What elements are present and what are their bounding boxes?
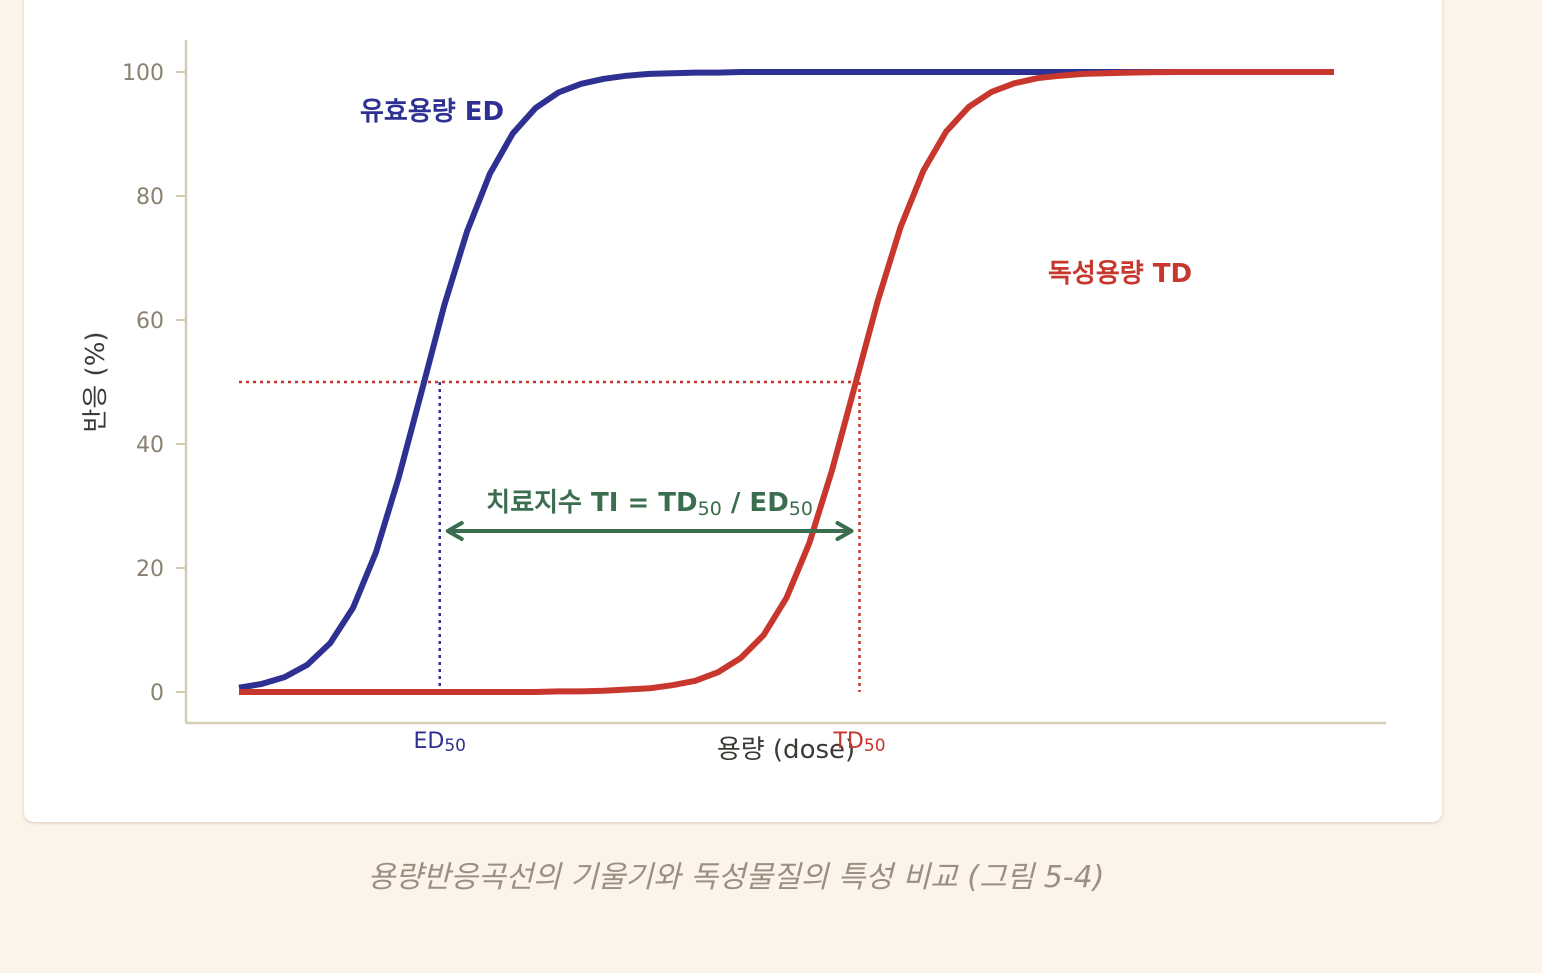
- y-tick-label: 20: [136, 557, 164, 582]
- ti-arrow-left-head: [445, 521, 464, 541]
- ti-label: 치료지수 TI = TD50 / ED50: [486, 488, 813, 520]
- axes: [184, 40, 1386, 725]
- dose-response-chart: 0 20 40 60 80 100 반응 (%) 용량 (dose) 유효용량 ED 독성…: [81, 40, 1386, 765]
- therapeutic-index-annotation: 치료지수 TI = TD50 / ED50: [445, 488, 854, 541]
- series-label-ed: 유효용량 ED: [360, 97, 504, 127]
- y-tick-label: 40: [136, 433, 164, 458]
- y-tick-label: 80: [136, 185, 164, 210]
- y-axis-title: 반응 (%): [81, 331, 111, 432]
- x-axis-title: 용량 (dose): [717, 735, 855, 765]
- figure-caption: 용량반응곡선의 기울기와 독성물질의 특성 비교 (그림 5-4): [367, 860, 1105, 895]
- series-label-td: 독성용량 TD: [1048, 259, 1192, 289]
- td50-marker-label: TD50: [832, 729, 885, 756]
- ed50-marker-label: ED50: [414, 729, 466, 756]
- series-line-td: [239, 69, 1334, 695]
- y-tick-label: 100: [122, 61, 164, 86]
- reference-lines: [239, 380, 861, 692]
- y-tick-label: 60: [136, 309, 164, 334]
- y-tick-label: 0: [150, 681, 164, 706]
- ti-arrow-right-head: [835, 521, 854, 541]
- y-ticks: 0 20 40 60 80 100: [122, 61, 186, 706]
- series-lines: [238, 69, 1334, 695]
